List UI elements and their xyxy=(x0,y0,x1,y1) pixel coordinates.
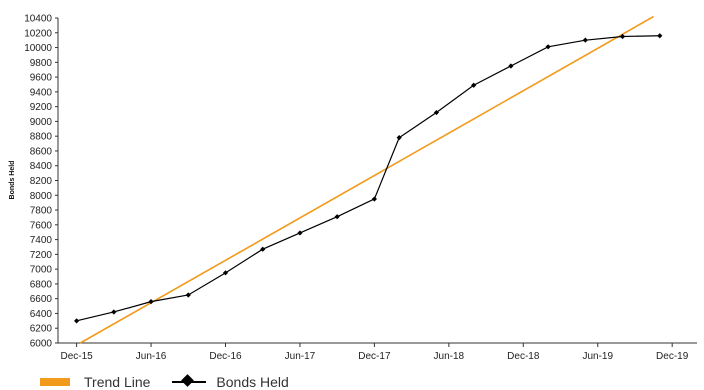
x-tick-label: Jun-16 xyxy=(136,351,167,362)
x-tick-label: Dec-17 xyxy=(358,351,391,362)
y-tick-label: 6200 xyxy=(30,324,53,335)
y-tick-label: 10000 xyxy=(24,43,52,54)
x-tick-label: Jun-17 xyxy=(285,351,316,362)
bonds-held-point xyxy=(657,33,663,39)
bonds-held-line-marker xyxy=(172,374,207,387)
bonds-held-point xyxy=(222,270,229,276)
y-tick-label: 7400 xyxy=(30,235,53,246)
bonds-held-point xyxy=(371,196,377,202)
axes xyxy=(57,18,697,344)
legend-item-trend-line: Trend Line xyxy=(40,374,150,390)
x-tick-label: Dec-16 xyxy=(209,351,242,362)
x-tick-label: Jun-18 xyxy=(434,351,465,362)
y-tick-label: 10400 xyxy=(24,14,52,25)
y-tick-label: 6000 xyxy=(30,339,53,350)
y-tick-label: 9200 xyxy=(30,102,53,113)
y-tick-label: 7200 xyxy=(30,250,53,261)
x-tick-label: Jun-19 xyxy=(582,351,613,362)
y-tick-label: 9600 xyxy=(30,73,53,84)
y-tick-label: 8400 xyxy=(30,161,53,172)
x-tick-labels: Dec-15 Jun-16 Dec-16 Jun-17 Dec-17 Jun-18 Dec-… xyxy=(60,343,689,362)
bonds-held-point xyxy=(334,214,340,220)
y-tick-label: 8200 xyxy=(30,176,53,187)
bonds-held-point xyxy=(74,318,80,324)
trend-line-swatch xyxy=(40,378,70,386)
legend-item-bonds-held: Bonds Held xyxy=(172,374,289,390)
x-tick-label: Dec-19 xyxy=(656,351,689,362)
legend-label-trend-line: Trend Line xyxy=(84,374,151,390)
y-tick-label: 8000 xyxy=(30,191,53,202)
y-tick-label: 6800 xyxy=(30,279,53,290)
bonds-held-point xyxy=(545,44,551,50)
y-tick-label: 7600 xyxy=(30,220,53,231)
y-tick-label: 6400 xyxy=(30,309,53,320)
y-tick-label: 8600 xyxy=(30,146,53,157)
legend: Trend Line Bonds Held xyxy=(40,374,311,390)
y-tick-label: 9400 xyxy=(30,87,53,98)
bonds-held-point xyxy=(148,299,154,305)
trend-line xyxy=(79,15,654,344)
y-tick-label: 9800 xyxy=(30,58,53,69)
y-tick-label: 6600 xyxy=(30,294,53,305)
bonds-held-point xyxy=(297,230,303,236)
y-tick-labels: 6000 6200 6400 6600 6800 7000 7200 7400 7600 7800… xyxy=(24,14,58,350)
y-tick-label: 7800 xyxy=(30,206,53,217)
y-tick-label: 10200 xyxy=(24,28,52,39)
legend-label-bonds-held: Bonds Held xyxy=(216,374,289,390)
bonds-held-point xyxy=(396,135,402,141)
bonds-held-point xyxy=(185,292,191,298)
x-tick-label: Dec-15 xyxy=(60,351,93,362)
series-layer xyxy=(74,15,663,344)
bonds-held-point xyxy=(433,109,440,116)
line-chart: 6000 6200 6400 6600 6800 7000 7200 7400 7600 7800… xyxy=(9,14,697,362)
y-axis-label: Bonds Held xyxy=(9,161,16,200)
bonds-held-point xyxy=(471,82,477,88)
y-tick-label: 9000 xyxy=(30,117,53,128)
bonds-held-point xyxy=(582,37,588,43)
bonds-held-point xyxy=(508,63,514,69)
y-tick-label: 8800 xyxy=(30,132,53,143)
bonds-held-point xyxy=(619,33,626,40)
x-tick-label: Dec-18 xyxy=(507,351,540,362)
bonds-held-point xyxy=(260,246,266,252)
bonds-held-point xyxy=(111,309,117,315)
y-tick-label: 7000 xyxy=(30,265,53,276)
